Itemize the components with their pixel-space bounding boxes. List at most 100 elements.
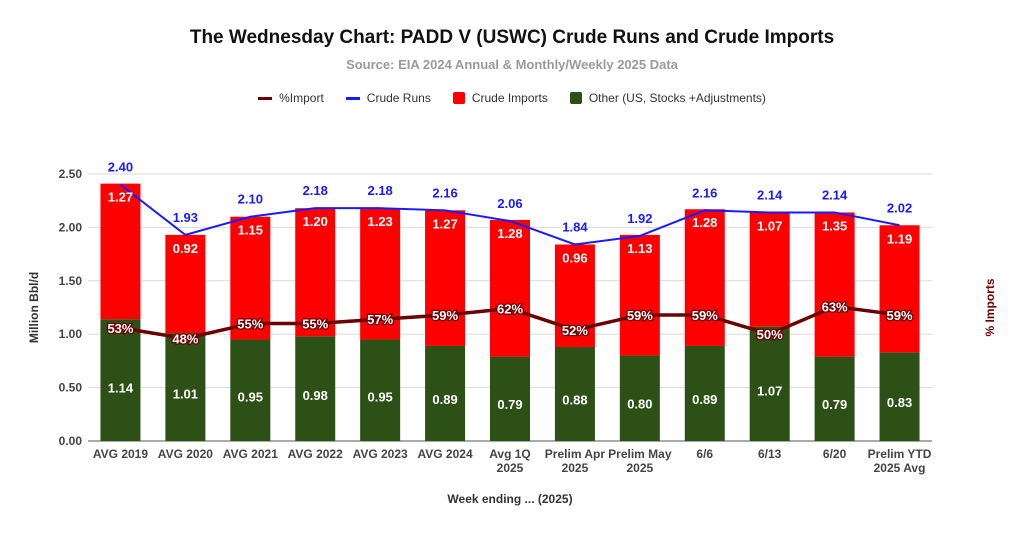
y-tick-label: 1.00 (59, 327, 83, 341)
x-tick-label: Prelim YTD (868, 447, 932, 461)
data-label-import-pct: 57% (367, 312, 393, 327)
legend-swatch (569, 92, 582, 104)
bar-other (165, 333, 206, 441)
bar-other (879, 352, 920, 441)
legend: %Import Crude Runs Crude Imports Other (… (0, 91, 1024, 105)
x-tick-label: AVG 2021 (223, 447, 278, 461)
data-label-crude-imports: 1.27 (108, 190, 133, 205)
x-tick-label: AVG 2020 (158, 447, 213, 461)
data-label-import-pct: 59% (887, 308, 913, 323)
y-tick-label: 2.50 (59, 167, 83, 181)
x-tick-label: 6/20 (823, 447, 847, 461)
legend-item-other: Other (US, Stocks +Adjustments) (569, 91, 766, 105)
data-label-crude-imports: 1.35 (822, 218, 847, 233)
data-label-other: 0.89 (692, 392, 717, 407)
data-label-crude-runs: 2.16 (432, 185, 457, 200)
data-label-crude-runs: 2.06 (497, 196, 522, 211)
data-label-other: 0.83 (887, 395, 912, 410)
chart-title: The Wednesday Chart: PADD V (USWC) Crude… (189, 27, 835, 48)
x-tick-label: 6/6 (696, 447, 713, 461)
data-label-crude-runs: 1.84 (562, 219, 588, 234)
x-tick-label: Avg 1Q (489, 447, 531, 461)
data-label-other: 0.98 (303, 388, 328, 403)
x-tick-label: 2025 Avg (874, 461, 926, 475)
data-label-import-pct: 59% (627, 308, 653, 323)
data-label-other: 1.14 (108, 380, 134, 395)
x-tick-label: AVG 2019 (93, 447, 148, 461)
data-label-import-pct: 53% (107, 321, 133, 336)
bar-other (814, 356, 855, 441)
data-label-other: 0.95 (367, 389, 392, 404)
bar-other (749, 326, 790, 441)
data-label-crude-imports: 0.96 (562, 250, 587, 265)
line-crude-runs (119, 183, 900, 246)
bar-other (230, 339, 271, 441)
legend-label: Other (US, Stocks +Adjustments) (588, 91, 766, 105)
data-label-import-pct: 55% (302, 317, 328, 332)
y-tick-label: 0.00 (59, 434, 83, 448)
legend-item-import-pct: %Import (258, 91, 324, 105)
x-tick-label: 2025 (562, 461, 589, 475)
data-label-crude-runs: 1.92 (627, 211, 652, 226)
bar-other (100, 319, 141, 441)
data-label-other: 1.01 (173, 387, 198, 402)
data-label-other: 0.80 (627, 396, 652, 411)
x-tick-label: AVG 2024 (417, 447, 472, 461)
data-label-crude-runs: 2.14 (757, 187, 783, 202)
data-label-import-pct: 59% (692, 308, 718, 323)
data-label-other: 0.79 (822, 397, 847, 412)
data-label-crude-runs: 2.18 (303, 183, 328, 198)
chart-subtitle: Source: EIA 2024 Annual & Monthly/Weekly… (346, 57, 678, 72)
data-label-crude-imports: 1.20 (303, 214, 328, 229)
x-tick-label: 2025 (497, 461, 524, 475)
bar-crude-imports (230, 216, 271, 340)
y-tick-label: 2.00 (59, 220, 83, 234)
legend-label: %Import (279, 91, 324, 105)
data-label-crude-imports: 1.13 (627, 241, 652, 256)
x-axis-title: Week ending ... (2025) (447, 492, 572, 506)
x-tick-label: AVG 2022 (288, 447, 343, 461)
data-label-crude-runs: 2.40 (108, 160, 133, 175)
data-label-import-pct: 48% (172, 331, 198, 346)
y-axis-title: Million Bbl/d (27, 272, 41, 343)
legend-swatch (345, 96, 360, 100)
bar-other (619, 355, 660, 441)
x-tick-label: 2025 (626, 461, 653, 475)
data-label-crude-runs: 2.14 (822, 187, 848, 202)
data-label-other: 0.95 (238, 389, 263, 404)
data-label-import-pct: 62% (497, 302, 523, 317)
x-tick-label: Prelim Apr (545, 447, 606, 461)
data-label-crude-runs: 1.93 (173, 210, 198, 225)
data-label-import-pct: 63% (822, 299, 848, 314)
bar-other (295, 336, 336, 441)
data-label-import-pct: 59% (432, 308, 458, 323)
bar-crude-imports (684, 209, 725, 346)
legend-item-crude-imports: Crude Imports (452, 91, 548, 105)
legend-swatch (452, 92, 465, 104)
data-label-crude-runs: 2.10 (238, 192, 263, 207)
bar-crude-imports (619, 234, 660, 356)
legend-label: Crude Runs (366, 91, 431, 105)
bar-crude-imports (425, 210, 466, 346)
x-tick-label: Prelim May (608, 447, 672, 461)
data-label-import-pct: 55% (237, 317, 263, 332)
legend-label: Crude Imports (471, 91, 548, 105)
y2-axis-title: % Imports (983, 278, 997, 336)
line-import-pct (120, 304, 900, 341)
y-tick-label: 0.50 (59, 381, 83, 395)
data-label-import-pct: 50% (757, 327, 783, 342)
bar-other (684, 345, 725, 441)
bar-crude-imports (490, 219, 530, 357)
bar-crude-imports (749, 212, 790, 327)
data-label-crude-runs: 2.02 (887, 200, 912, 215)
data-label-crude-imports: 1.28 (692, 215, 717, 230)
data-label-crude-imports: 0.92 (173, 241, 198, 256)
data-label-crude-runs: 2.16 (692, 185, 717, 200)
data-label-crude-imports: 1.28 (497, 226, 522, 241)
data-label-other: 0.89 (432, 392, 457, 407)
data-label-crude-imports: 1.23 (367, 214, 392, 229)
y-tick-label: 1.50 (59, 274, 83, 288)
data-label-other: 0.88 (562, 393, 587, 408)
data-label-crude-runs: 2.18 (367, 183, 392, 198)
